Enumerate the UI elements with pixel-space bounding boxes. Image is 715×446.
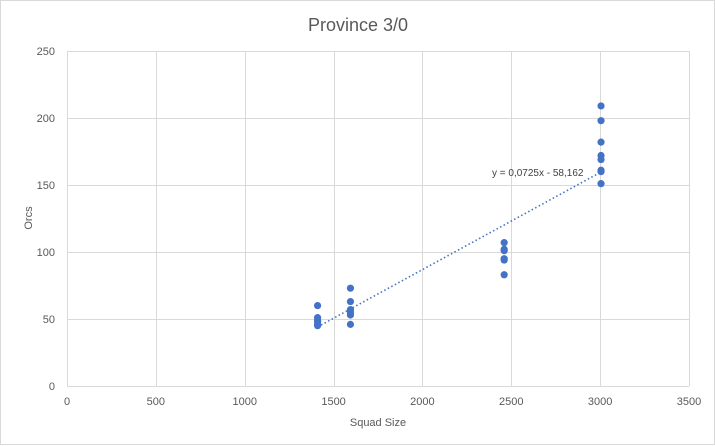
x-axis-title: Squad Size <box>350 417 406 429</box>
x-tick-label: 2000 <box>410 396 434 408</box>
x-tick-label: 1500 <box>321 396 345 408</box>
x-tick-label: 2500 <box>499 396 523 408</box>
x-tick-label: 500 <box>147 396 165 408</box>
chart-title: Province 3/0 <box>308 15 408 35</box>
y-axis-title: Orcs <box>23 206 35 230</box>
trendline-equation: y = 0,0725x - 58,162 <box>492 168 584 179</box>
data-point <box>346 320 355 328</box>
y-tick-label: 50 <box>43 314 55 326</box>
x-axis-ticks: 0 500 1000 1500 2000 2500 3000 3500 <box>64 396 701 408</box>
data-points <box>313 102 605 330</box>
y-tick-label: 200 <box>37 113 55 125</box>
y-tick-label: 150 <box>37 180 55 192</box>
y-tick-label: 100 <box>37 247 55 259</box>
gridlines <box>67 51 690 387</box>
x-tick-label: 1000 <box>232 396 256 408</box>
trendline <box>317 171 602 328</box>
data-point <box>500 271 508 279</box>
x-tick-label: 0 <box>64 396 70 408</box>
data-point <box>346 284 355 292</box>
x-tick-label: 3500 <box>677 396 701 408</box>
data-point <box>597 117 605 125</box>
data-point <box>597 168 605 176</box>
data-point <box>500 256 508 264</box>
data-point <box>597 155 605 164</box>
data-point <box>346 311 355 319</box>
y-tick-label: 250 <box>37 46 55 58</box>
data-point <box>346 297 355 306</box>
data-point <box>500 239 508 247</box>
data-point <box>597 138 605 146</box>
trendline-group <box>317 171 602 328</box>
data-point <box>313 322 322 330</box>
y-tick-label: 0 <box>49 381 55 393</box>
y-axis-ticks: 0 50 100 150 200 250 <box>37 46 55 393</box>
data-point <box>313 302 322 310</box>
data-point <box>500 247 508 255</box>
data-point <box>597 180 605 188</box>
x-tick-label: 3000 <box>588 396 612 408</box>
data-point <box>597 102 605 110</box>
